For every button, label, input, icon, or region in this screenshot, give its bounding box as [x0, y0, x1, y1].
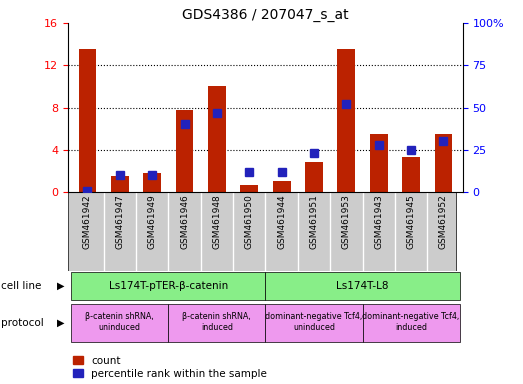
Bar: [78, 50, 96, 192]
Bar: [111, 176, 129, 192]
FancyBboxPatch shape: [168, 303, 266, 342]
FancyBboxPatch shape: [266, 303, 362, 342]
FancyBboxPatch shape: [266, 272, 460, 300]
Bar: [337, 50, 355, 192]
Bar: [305, 162, 323, 192]
Bar: [241, 185, 258, 192]
Bar: [370, 134, 388, 192]
Text: cell line: cell line: [1, 281, 41, 291]
Bar: [176, 110, 194, 192]
Text: dominant-negative Tcf4,
uninduced: dominant-negative Tcf4, uninduced: [265, 312, 362, 332]
Text: GSM461943: GSM461943: [374, 194, 383, 249]
FancyBboxPatch shape: [71, 303, 168, 342]
Text: GSM461945: GSM461945: [406, 194, 416, 249]
Text: GSM461951: GSM461951: [310, 194, 319, 249]
Text: GSM461948: GSM461948: [212, 194, 221, 249]
Text: β-catenin shRNA,
induced: β-catenin shRNA, induced: [183, 312, 251, 332]
Text: GSM461952: GSM461952: [439, 194, 448, 249]
Bar: [143, 173, 161, 192]
Legend: count, percentile rank within the sample: count, percentile rank within the sample: [73, 356, 267, 379]
Text: GSM461944: GSM461944: [277, 194, 286, 249]
FancyBboxPatch shape: [68, 192, 457, 271]
Text: GSM461950: GSM461950: [245, 194, 254, 249]
Title: GDS4386 / 207047_s_at: GDS4386 / 207047_s_at: [182, 8, 349, 22]
Text: GSM461946: GSM461946: [180, 194, 189, 249]
FancyBboxPatch shape: [362, 303, 460, 342]
Text: Ls174T-L8: Ls174T-L8: [336, 281, 389, 291]
Bar: [272, 182, 290, 192]
Text: ▶: ▶: [56, 281, 64, 291]
Bar: [435, 134, 452, 192]
Text: GSM461953: GSM461953: [342, 194, 351, 249]
Text: ▶: ▶: [56, 318, 64, 328]
Text: GSM461947: GSM461947: [115, 194, 124, 249]
Text: GSM461942: GSM461942: [83, 194, 92, 249]
Bar: [208, 86, 226, 192]
Text: β-catenin shRNA,
uninduced: β-catenin shRNA, uninduced: [85, 312, 154, 332]
Text: dominant-negative Tcf4,
induced: dominant-negative Tcf4, induced: [362, 312, 460, 332]
Text: protocol: protocol: [1, 318, 44, 328]
Bar: [402, 157, 420, 192]
FancyBboxPatch shape: [71, 272, 266, 300]
Text: Ls174T-pTER-β-catenin: Ls174T-pTER-β-catenin: [109, 281, 228, 291]
Text: GSM461949: GSM461949: [147, 194, 157, 249]
